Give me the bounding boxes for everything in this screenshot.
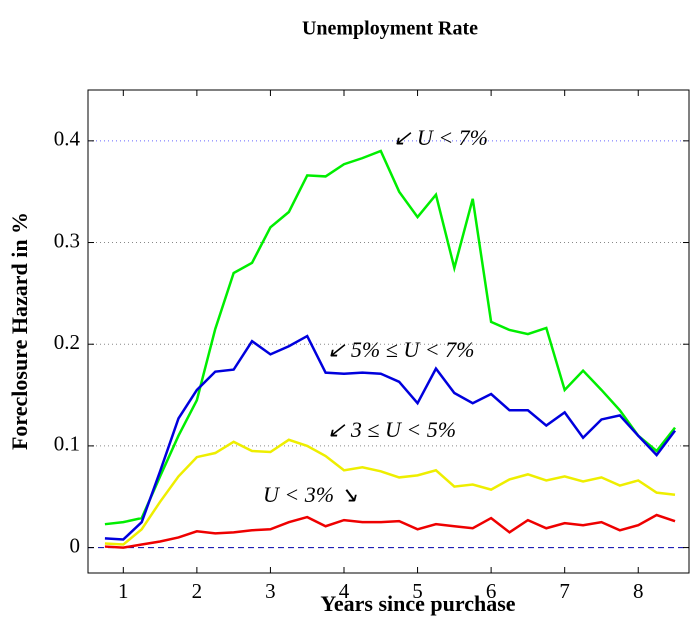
annotation: U < 3% ↘ bbox=[263, 482, 358, 507]
y-tick-label: 0.2 bbox=[54, 330, 80, 354]
x-tick-label: 2 bbox=[192, 579, 203, 603]
y-tick-label: 0 bbox=[70, 533, 81, 557]
chart-title: Unemployment Rate bbox=[302, 18, 478, 40]
series-line bbox=[104, 334, 677, 541]
y-tick-label: 0.4 bbox=[54, 127, 81, 151]
annotation: ↙ 3 ≤ U < 5% bbox=[327, 417, 456, 442]
x-tick-label: 1 bbox=[118, 579, 129, 603]
x-tick-label: 5 bbox=[412, 579, 423, 603]
y-tick-label: 0.3 bbox=[54, 228, 80, 252]
x-tick-label: 4 bbox=[339, 579, 350, 603]
series-line bbox=[104, 513, 676, 549]
x-tick-label: 3 bbox=[265, 579, 276, 603]
y-tick-label: 0.1 bbox=[54, 432, 80, 456]
x-tick-label: 6 bbox=[486, 579, 497, 603]
x-tick-label: 8 bbox=[633, 579, 644, 603]
plot-frame bbox=[87, 89, 690, 574]
series-line bbox=[104, 438, 676, 546]
annotation: ↙ 5% ≤ U < 7% bbox=[327, 337, 474, 362]
annotation: ↙ U < 7% bbox=[393, 125, 488, 150]
y-axis-label: Foreclosure Hazard in % bbox=[7, 212, 32, 450]
x-axis-label: Years since purchase bbox=[320, 591, 515, 616]
x-tick-label: 7 bbox=[559, 579, 570, 603]
